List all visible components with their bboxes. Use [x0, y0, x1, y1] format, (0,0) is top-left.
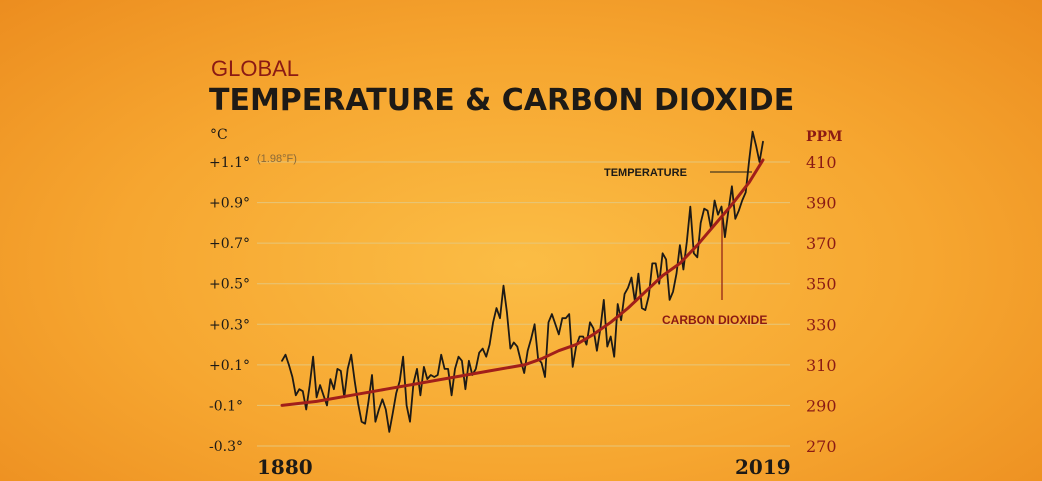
- left-tick-label: +1.1°: [209, 155, 250, 171]
- left-axis: +1.1° +0.9° +0.7° +0.5° +0.3° +0.1° -0.1° -0.3°: [209, 155, 250, 455]
- left-tick-label: +0.1°: [209, 358, 250, 374]
- right-tick-label: 290: [806, 396, 837, 415]
- right-tick-label: 310: [806, 356, 837, 375]
- series-layer: [280, 130, 765, 433]
- x-tick-label-start: 1880: [257, 455, 313, 479]
- x-tick-label-end: 2019: [735, 455, 791, 479]
- right-tick-label: 370: [806, 234, 837, 253]
- left-tick-label: -0.1°: [209, 398, 243, 414]
- right-tick-label: 330: [806, 315, 837, 334]
- left-tick-label: -0.3°: [209, 439, 243, 455]
- temperature-series-line: [281, 130, 764, 433]
- left-axis-unit: °C: [210, 127, 228, 143]
- gridlines: [257, 161, 790, 447]
- co2-series-line: [280, 158, 765, 407]
- right-axis: 410 390 370 350 330 310 290 270: [806, 153, 837, 456]
- annotations: TEMPERATURE CARBON DIOXIDE: [604, 167, 767, 327]
- right-tick-label: 270: [806, 437, 837, 456]
- co2-annotation: CARBON DIOXIDE: [662, 313, 767, 327]
- left-tick-label: +0.3°: [209, 317, 250, 333]
- chart-title: TEMPERATURE & CARBON DIOXIDE: [209, 83, 794, 118]
- right-axis-unit: PPM: [806, 129, 843, 145]
- right-tick-label: 410: [806, 153, 837, 172]
- chart-supertitle: GLOBAL: [211, 56, 299, 81]
- right-tick-label: 350: [806, 275, 837, 294]
- left-tick-label: +0.5°: [209, 277, 250, 293]
- right-tick-label: 390: [806, 194, 837, 213]
- left-tick-label: +0.7°: [209, 236, 250, 252]
- fahrenheit-note: (1.98°F): [257, 153, 297, 165]
- temperature-annotation: TEMPERATURE: [604, 167, 687, 179]
- left-tick-label: +0.9°: [209, 196, 250, 212]
